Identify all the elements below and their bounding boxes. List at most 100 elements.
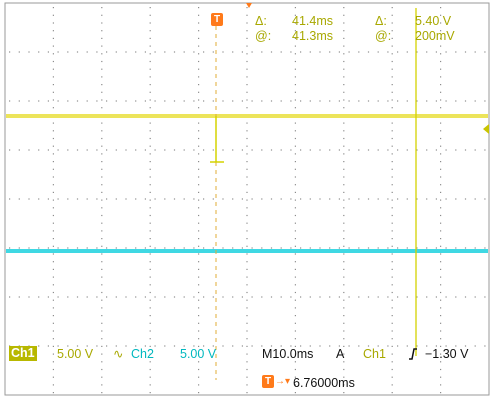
- grid-dot: [435, 100, 437, 102]
- grid-dot: [149, 22, 151, 24]
- grid-dot: [52, 384, 54, 386]
- grid-dot: [474, 345, 476, 347]
- grid-dot: [426, 198, 428, 200]
- grid-dot: [115, 100, 117, 102]
- grid-dot: [101, 107, 103, 109]
- grid-dot: [246, 214, 248, 217]
- grid-dot: [416, 247, 418, 249]
- grid-dot: [198, 30, 200, 32]
- grid-dot: [358, 51, 360, 53]
- grid-dot: [203, 296, 205, 298]
- grid-dot: [101, 330, 103, 332]
- grid-dot: [367, 149, 370, 151]
- grid-dot: [391, 184, 393, 186]
- grid-dot: [440, 14, 442, 16]
- grid-dot: [101, 99, 103, 101]
- grid-dot: [391, 376, 393, 378]
- grid-dot: [309, 149, 311, 151]
- grid-dot: [294, 122, 296, 124]
- grid-dot: [246, 76, 248, 78]
- grid-dot: [86, 149, 88, 151]
- grid-dot: [343, 315, 345, 317]
- grid-dot: [367, 345, 370, 347]
- grid-dot: [391, 145, 393, 147]
- grid-dot: [246, 91, 248, 93]
- grid-dot: [28, 51, 30, 53]
- grid-dot: [391, 315, 393, 317]
- grid-dot: [294, 299, 296, 301]
- grid-dot: [440, 299, 442, 301]
- grid-dot: [149, 45, 151, 47]
- grid-dot: [47, 247, 49, 249]
- grid-dot: [154, 100, 156, 102]
- ch2-scale: 5.00 V: [180, 347, 217, 361]
- ch1-scale: 5.00 V: [57, 347, 94, 361]
- grid-dot: [57, 345, 59, 347]
- grid-dot: [28, 296, 30, 298]
- grid-dot: [198, 384, 200, 386]
- trigger-level-arrow-icon[interactable]: [483, 124, 489, 134]
- grid-dot: [343, 68, 345, 70]
- grid-dot: [115, 345, 117, 347]
- grid-dot: [387, 100, 389, 102]
- grid-dot: [290, 149, 292, 151]
- grid-dot: [397, 198, 399, 200]
- grid-dot: [329, 51, 331, 53]
- grid-dot: [358, 149, 360, 151]
- grid-dot: [440, 7, 442, 9]
- grid-dot: [343, 361, 345, 363]
- grid-dot: [426, 345, 428, 347]
- grid-dot: [280, 51, 282, 53]
- grid-dot: [270, 100, 273, 102]
- grid-dot: [343, 91, 345, 93]
- grid-dot: [246, 361, 248, 363]
- grid-dot: [232, 345, 234, 347]
- grid-dot: [391, 76, 393, 78]
- grid-dot: [154, 345, 156, 347]
- grid-dot: [198, 168, 200, 170]
- grid-dot: [52, 253, 54, 255]
- grid-dot: [52, 392, 54, 394]
- grid-dot: [343, 107, 345, 109]
- grid-dot: [484, 100, 486, 102]
- grid-dot: [440, 145, 442, 147]
- grid-dot: [343, 338, 345, 340]
- grid-dot: [440, 176, 442, 178]
- grid-dot: [52, 376, 54, 378]
- grid-dot: [198, 299, 200, 301]
- trigger-marker-icon[interactable]: T: [211, 13, 223, 26]
- grid-dot: [343, 53, 345, 55]
- grid-dot: [101, 122, 103, 124]
- grid-dot: [391, 191, 393, 193]
- grid-dot: [198, 191, 200, 193]
- grid-dot: [52, 60, 54, 63]
- grid-dot: [343, 268, 345, 270]
- cursor-volt-at: 200mV: [415, 29, 455, 43]
- grid-dot: [329, 149, 331, 151]
- grid-dot: [52, 176, 54, 178]
- grid-dot: [294, 238, 296, 240]
- grid-dot: [193, 345, 195, 347]
- grid-dot: [149, 68, 151, 70]
- grid-dot: [391, 68, 393, 70]
- grid-dot: [435, 198, 437, 200]
- grid-dot: [406, 296, 408, 298]
- grid-dot: [38, 247, 40, 249]
- grid-dot: [294, 315, 296, 317]
- ch2-label[interactable]: Ch2: [131, 347, 154, 361]
- grid-dot: [445, 345, 447, 347]
- grid-dot: [47, 198, 49, 200]
- grid-dot: [294, 184, 296, 186]
- grid-dot: [440, 376, 442, 378]
- grid-dot: [101, 315, 103, 317]
- grid-dot: [391, 268, 393, 270]
- grid-dot: [377, 198, 379, 200]
- grid-dot: [52, 222, 54, 224]
- grid-dot: [246, 245, 248, 247]
- grid-dot: [440, 392, 442, 394]
- ch1-label-badge[interactable]: Ch1: [9, 346, 37, 361]
- grid-dot: [52, 238, 54, 240]
- grid-dot: [246, 276, 248, 278]
- grid-dot: [101, 230, 103, 232]
- grid-dot: [101, 392, 103, 394]
